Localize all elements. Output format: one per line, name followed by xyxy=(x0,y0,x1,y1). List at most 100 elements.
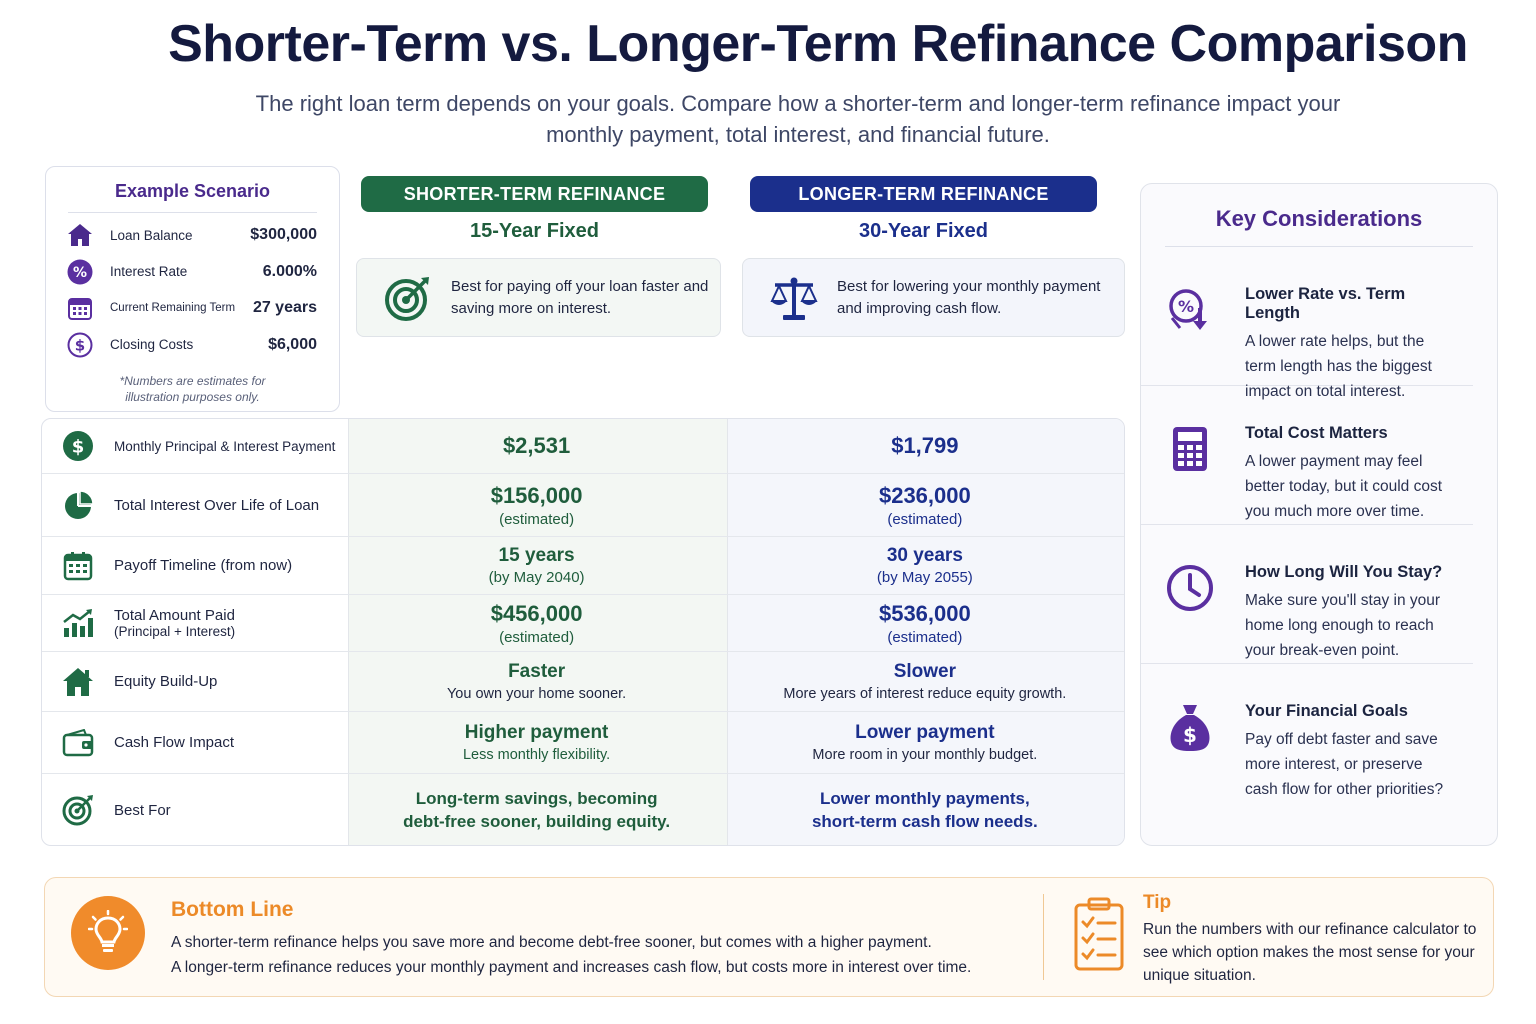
keys-title: Key Considerations xyxy=(1215,206,1423,231)
row-label: Cash Flow Impact xyxy=(114,734,235,751)
bottom-line-text: A shorter-term refinance helps you save … xyxy=(171,930,971,980)
percent-down-icon: % xyxy=(1165,285,1215,335)
longer-best-text: Best for lowering your monthly payment a… xyxy=(837,277,1101,317)
longer-note: (estimated) xyxy=(887,628,963,646)
comparison-table: $ Monthly Principal & Interest Payment $… xyxy=(41,418,1125,846)
shorter-column-bg xyxy=(348,419,727,845)
shorter-note: (estimated) xyxy=(499,628,575,646)
scenario-title: Example Scenario xyxy=(114,181,271,201)
bottom-line-1: A shorter-term refinance helps you save … xyxy=(171,934,932,951)
key-item-total-cost: Total Cost Matters A lower payment may f… xyxy=(1141,386,1473,525)
key-text: Make sure you'll stay in your home long … xyxy=(1245,592,1441,659)
target-icon xyxy=(383,273,433,323)
dollar-coin-icon: $ xyxy=(60,428,96,464)
longer-best-box: Best for lowering your monthly payment a… xyxy=(742,258,1125,337)
scenario-note: *Numbers are estimates for illustration … xyxy=(119,374,266,404)
key-text: A lower payment may feel better today, b… xyxy=(1245,453,1443,520)
row-label: Total Interest Over Life of Loan xyxy=(114,496,320,514)
key-considerations-card: Key Considerations % Lower Rate vs. Term… xyxy=(1140,183,1498,846)
key-text: A lower rate helps, but the term length … xyxy=(1245,333,1432,400)
scenario-row-remaining-term: Current Remaining Term 27 years xyxy=(46,290,339,327)
bottom-line-2: A longer-term refinance reduces your mon… xyxy=(171,959,972,976)
shorter-value: $2,531 xyxy=(502,433,571,458)
longer-value: $1,799 xyxy=(891,433,959,458)
page-title: Shorter-Term vs. Longer-Term Refinance C… xyxy=(168,15,1468,73)
key-item-how-long: How Long Will You Stay? Make sure you'll… xyxy=(1141,525,1473,664)
shorter-value: $456,000 xyxy=(490,600,583,626)
scenario-row-interest-rate: % Interest Rate 6.000% xyxy=(46,254,339,291)
table-row-total-paid: Total Amount Paid (Principal + Interest)… xyxy=(42,595,1124,652)
longer-note: More years of interest reduce equity gro… xyxy=(783,686,1067,702)
table-row-monthly-payment: $ Monthly Principal & Interest Payment $… xyxy=(42,419,1124,474)
house-icon xyxy=(66,221,94,249)
longer-value: $236,000 xyxy=(878,482,971,508)
longer-note: (estimated) xyxy=(887,510,963,528)
row-sublabel: (Principal + Interest) xyxy=(114,624,236,639)
shorter-best-box: Best for paying off your loan faster and… xyxy=(356,258,721,337)
scenario-label: Interest Rate xyxy=(110,264,188,280)
longer-value: 30 years xyxy=(886,545,963,566)
svg-text:%: % xyxy=(1178,297,1194,316)
page-subtitle: The right loan term depends on your goal… xyxy=(255,91,1341,147)
table-row-equity: Equity Build-Up Faster You own your home … xyxy=(42,652,1124,712)
key-heading: How Long Will You Stay? xyxy=(1245,563,1443,581)
tip-title: Tip xyxy=(1143,892,1172,913)
shorter-value: Long-term savings, becoming debt-free so… xyxy=(403,789,671,831)
key-heading: Your Financial Goals xyxy=(1245,702,1408,720)
house-icon xyxy=(60,664,96,700)
pie-chart-icon xyxy=(60,487,96,523)
shorter-value: Faster xyxy=(508,661,566,682)
longer-value: Lower payment xyxy=(855,722,995,743)
divider xyxy=(1043,894,1044,980)
longer-column-bg xyxy=(727,419,1124,845)
row-label: Best For xyxy=(114,801,171,819)
svg-text:$: $ xyxy=(72,437,85,458)
bottom-line-banner: Bottom Line A shorter-term refinance hel… xyxy=(44,877,1494,997)
shorter-value: 15 years xyxy=(498,545,575,566)
calendar-icon xyxy=(60,548,96,584)
shorter-note: Less monthly flexibility. xyxy=(462,747,611,763)
shorter-note: (estimated) xyxy=(499,510,575,528)
checklist-icon xyxy=(1073,896,1125,972)
scale-icon xyxy=(769,273,819,323)
shorter-note: You own your home sooner. xyxy=(446,686,627,702)
bottom-line-title: Bottom Line xyxy=(171,898,294,921)
shorter-note: (by May 2040) xyxy=(488,569,585,586)
row-label: Total Amount Paid xyxy=(114,607,235,624)
table-row-total-interest: Total Interest Over Life of Loan $156,00… xyxy=(42,474,1124,537)
longer-value: Lower monthly payments, short-term cash … xyxy=(811,789,1038,831)
calculator-icon xyxy=(1165,424,1215,474)
scenario-label: Current Remaining Term xyxy=(110,302,236,315)
longer-term-subtitle: 30-Year Fixed xyxy=(859,220,988,242)
longer-note: More room in your monthly budget. xyxy=(812,747,1038,763)
wallet-icon xyxy=(60,725,96,761)
key-text: Pay off debt faster and save more intere… xyxy=(1245,731,1444,798)
shorter-term-header: SHORTER-TERM REFINANCE xyxy=(361,176,708,212)
key-heading: Total Cost Matters xyxy=(1245,424,1388,442)
calendar-icon xyxy=(66,294,94,322)
svg-text:%: % xyxy=(73,265,87,281)
scenario-value: 27 years xyxy=(252,299,317,317)
longer-term-header: LONGER-TERM REFINANCE xyxy=(750,176,1097,212)
key-item-financial-goals: $ Your Financial Goals Pay off debt fast… xyxy=(1141,664,1473,803)
scenario-label: Closing Costs xyxy=(110,337,194,353)
example-scenario-card: Example Scenario Loan Balance $300,000 %… xyxy=(45,166,340,412)
target-icon xyxy=(60,792,96,828)
row-label: Payoff Timeline (from now) xyxy=(114,557,293,574)
shorter-term-subtitle: 15-Year Fixed xyxy=(470,220,599,242)
key-item-rate-vs-term: % Lower Rate vs. Term Length A lower rat… xyxy=(1141,247,1473,400)
scenario-label: Loan Balance xyxy=(110,227,193,243)
scenario-row-closing-costs: $ Closing Costs $6,000 xyxy=(46,327,339,364)
longer-value: Slower xyxy=(893,661,957,682)
tip-text: Run the numbers with our refinance calcu… xyxy=(1143,921,1477,984)
scenario-value: $300,000 xyxy=(250,226,317,244)
row-label: Equity Build-Up xyxy=(114,673,218,690)
table-row-best-for: Best For Long-term savings, becoming deb… xyxy=(42,774,1124,845)
table-row-cash-flow: Cash Flow Impact Higher payment Less mont… xyxy=(42,712,1124,774)
dollar-icon: $ xyxy=(66,331,94,359)
table-row-payoff-timeline: Payoff Timeline (from now) 15 years (by M… xyxy=(42,537,1124,595)
shorter-best-text: Best for paying off your loan faster and… xyxy=(451,277,709,317)
longer-note: (by May 2055) xyxy=(876,569,973,586)
lightbulb-icon xyxy=(71,896,145,970)
scenario-value: $6,000 xyxy=(268,335,317,353)
